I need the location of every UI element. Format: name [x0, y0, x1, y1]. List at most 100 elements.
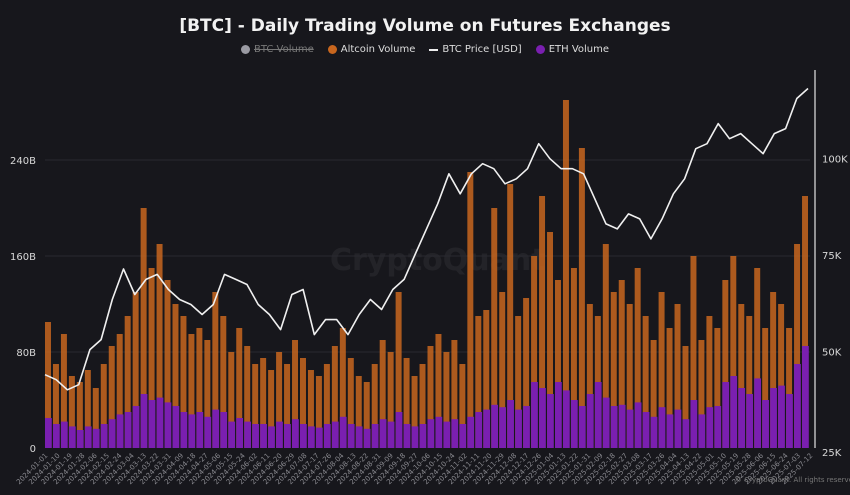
eth-volume-bar: [411, 426, 419, 448]
eth-volume-bar: [379, 419, 387, 448]
eth-volume-bar: [363, 428, 371, 448]
altcoin-volume-bar: [451, 340, 458, 448]
eth-volume-bar: [570, 400, 578, 448]
altcoin-volume-bar: [730, 256, 737, 448]
altcoin-volume-bar: [300, 358, 306, 448]
eth-volume-bar: [794, 364, 801, 448]
altcoin-volume-bar: [331, 346, 338, 448]
eth-volume-bar: [60, 421, 68, 448]
legend-label: ETH Volume: [548, 44, 610, 55]
eth-volume-bar: [284, 424, 291, 448]
y-left-tick-label: 240B: [10, 156, 36, 167]
eth-volume-bar: [212, 409, 220, 448]
eth-volume-bar: [100, 424, 108, 448]
legend-item-eth-volume[interactable]: ETH Volume: [535, 44, 610, 55]
altcoin-volume-bar: [459, 364, 466, 448]
altcoin-volume-bar: [483, 310, 490, 448]
y-left-tick-label: 80B: [16, 348, 36, 359]
eth-volume-bar: [602, 397, 610, 448]
legend-item-altcoin-volume[interactable]: Altcoin Volume: [327, 44, 416, 55]
y-right-tick-label: 50K: [822, 348, 842, 359]
btc-price-line: [44, 87, 809, 391]
eth-volume-bar: [778, 385, 785, 448]
altcoin-volume-bar: [84, 370, 91, 448]
eth-volume-bar: [499, 407, 506, 448]
chart-title: [BTC] - Daily Trading Volume on Futures …: [179, 16, 671, 36]
altcoin-volume-bar: [347, 358, 354, 448]
legend-item-btc-price[interactable]: BTC Price [USD]: [429, 44, 522, 55]
legend-label: Altcoin Volume: [340, 44, 416, 55]
eth-volume-bar: [467, 416, 475, 448]
eth-volume-bar: [244, 421, 251, 448]
altcoin-volume-bar: [212, 292, 219, 448]
altcoin-volume-bar: [140, 208, 147, 448]
eth-volume-bar: [618, 404, 626, 448]
eth-volume-bar: [634, 402, 642, 448]
copyright: © CryptoQuant. All rights reserved: [735, 476, 850, 484]
eth-volume-bar: [116, 414, 124, 448]
eth-volume-bar: [156, 397, 164, 448]
altcoin-volume-bar: [467, 172, 474, 448]
altcoin-volume-bar: [435, 334, 442, 448]
eth-volume-bar: [754, 378, 761, 448]
altcoin-volume-bar: [172, 304, 179, 448]
eth-volume-bar: [642, 412, 650, 448]
eth-volume-bar: [531, 382, 538, 448]
altcoin-volume-bar: [236, 328, 243, 448]
eth-volume-bar: [746, 394, 754, 448]
altcoin-volume-bar: [802, 196, 809, 448]
altcoin-volume-bar: [499, 292, 506, 448]
eth-volume-bar: [347, 424, 355, 448]
altcoin-volume-bar: [738, 304, 745, 448]
altcoin-volume-bar: [260, 358, 267, 448]
eth-volume-bar: [172, 406, 180, 448]
eth-volume-bar: [483, 409, 491, 448]
eth-volume-bar: [427, 419, 435, 448]
eth-volume-bar: [730, 376, 738, 448]
eth-volume-bar: [786, 394, 793, 448]
eth-volume-bar: [682, 419, 690, 448]
altcoin-volume-bar: [148, 268, 155, 448]
altcoin-volume-bar: [252, 364, 259, 448]
altcoin-volume-bar: [379, 340, 386, 448]
altcoin-volume-bar: [515, 316, 522, 448]
altcoin-volume-bar: [507, 184, 514, 448]
altcoin-volume-bar: [443, 352, 450, 448]
legend-item-btc-volume[interactable]: BTC Volume: [240, 44, 314, 55]
altcoin-volume-bar: [196, 328, 203, 448]
altcoin-volume-bar: [570, 268, 577, 448]
altcoin-volume-bar: [323, 364, 330, 448]
altcoin-volume-bar: [124, 316, 131, 448]
watermark: CryptoQuant: [330, 243, 546, 278]
altcoin-volume-bar: [92, 388, 99, 448]
altcoin-volume-bar: [268, 370, 275, 448]
altcoin-volume-bar: [634, 268, 641, 448]
eth-volume-bar: [292, 419, 299, 448]
altcoin-volume-bar: [722, 280, 729, 448]
eth-volume-bar: [555, 382, 562, 448]
altcoin-volume-bar: [642, 316, 649, 448]
altcoin-volume-bar: [666, 328, 673, 448]
altcoin-volume-bar: [562, 100, 569, 448]
eth-volume-bar: [722, 382, 730, 448]
legend-label: BTC Price [USD]: [442, 44, 522, 55]
eth-volume-bar: [515, 409, 522, 448]
eth-volume-bar: [68, 426, 76, 448]
eth-volume-bar: [164, 402, 172, 448]
eth-volume-bar: [52, 424, 60, 448]
altcoin-volume-bar: [132, 292, 139, 448]
altcoin-volume-bar: [292, 340, 299, 448]
eth-volume-bar: [387, 421, 395, 448]
eth-volume-bar: [714, 406, 722, 448]
altcoin-volume-bar: [180, 316, 187, 448]
altcoin-volume-bar: [674, 304, 681, 448]
altcoin-volume-bar: [371, 364, 378, 448]
altcoin-volume-bar: [491, 208, 498, 448]
eth-volume-bar: [594, 382, 602, 448]
altcoin-volume-bar: [778, 304, 785, 448]
altcoin-volume-bar: [164, 280, 171, 448]
y-left-tick-label: 160B: [10, 252, 36, 263]
eth-volume-bar: [562, 390, 570, 448]
altcoin-volume-bar: [762, 328, 769, 448]
